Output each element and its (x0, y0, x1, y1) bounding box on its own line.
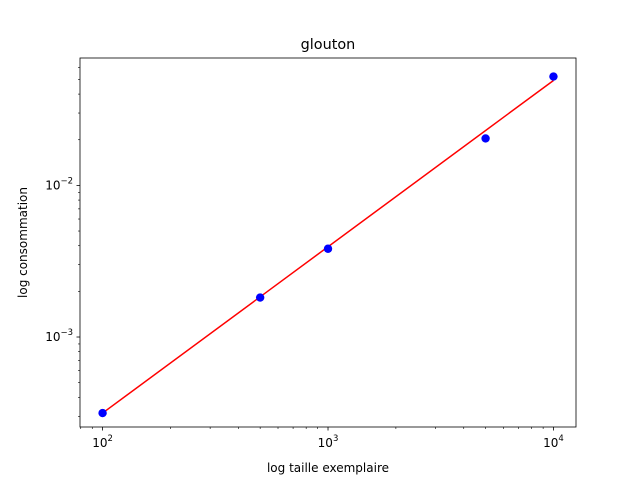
x-tick-label: 104 (543, 434, 564, 450)
data-point (481, 134, 490, 143)
x-tick-label: 102 (92, 434, 113, 450)
y-tick-label: 10−3 (45, 328, 73, 344)
y-axis-label: log consommation (16, 187, 30, 298)
y-tick-label: 10−2 (45, 176, 73, 192)
data-point (255, 293, 265, 302)
chart-title: glouton (301, 37, 356, 53)
x-axis-label: log taille exemplaire (267, 461, 389, 475)
data-point (323, 244, 333, 253)
plot-frame (79, 57, 577, 428)
data-marks (98, 72, 558, 418)
x-tick-label: 103 (318, 434, 339, 450)
data-point (98, 408, 107, 418)
data-point (549, 72, 558, 81)
plot-area (80, 58, 576, 427)
